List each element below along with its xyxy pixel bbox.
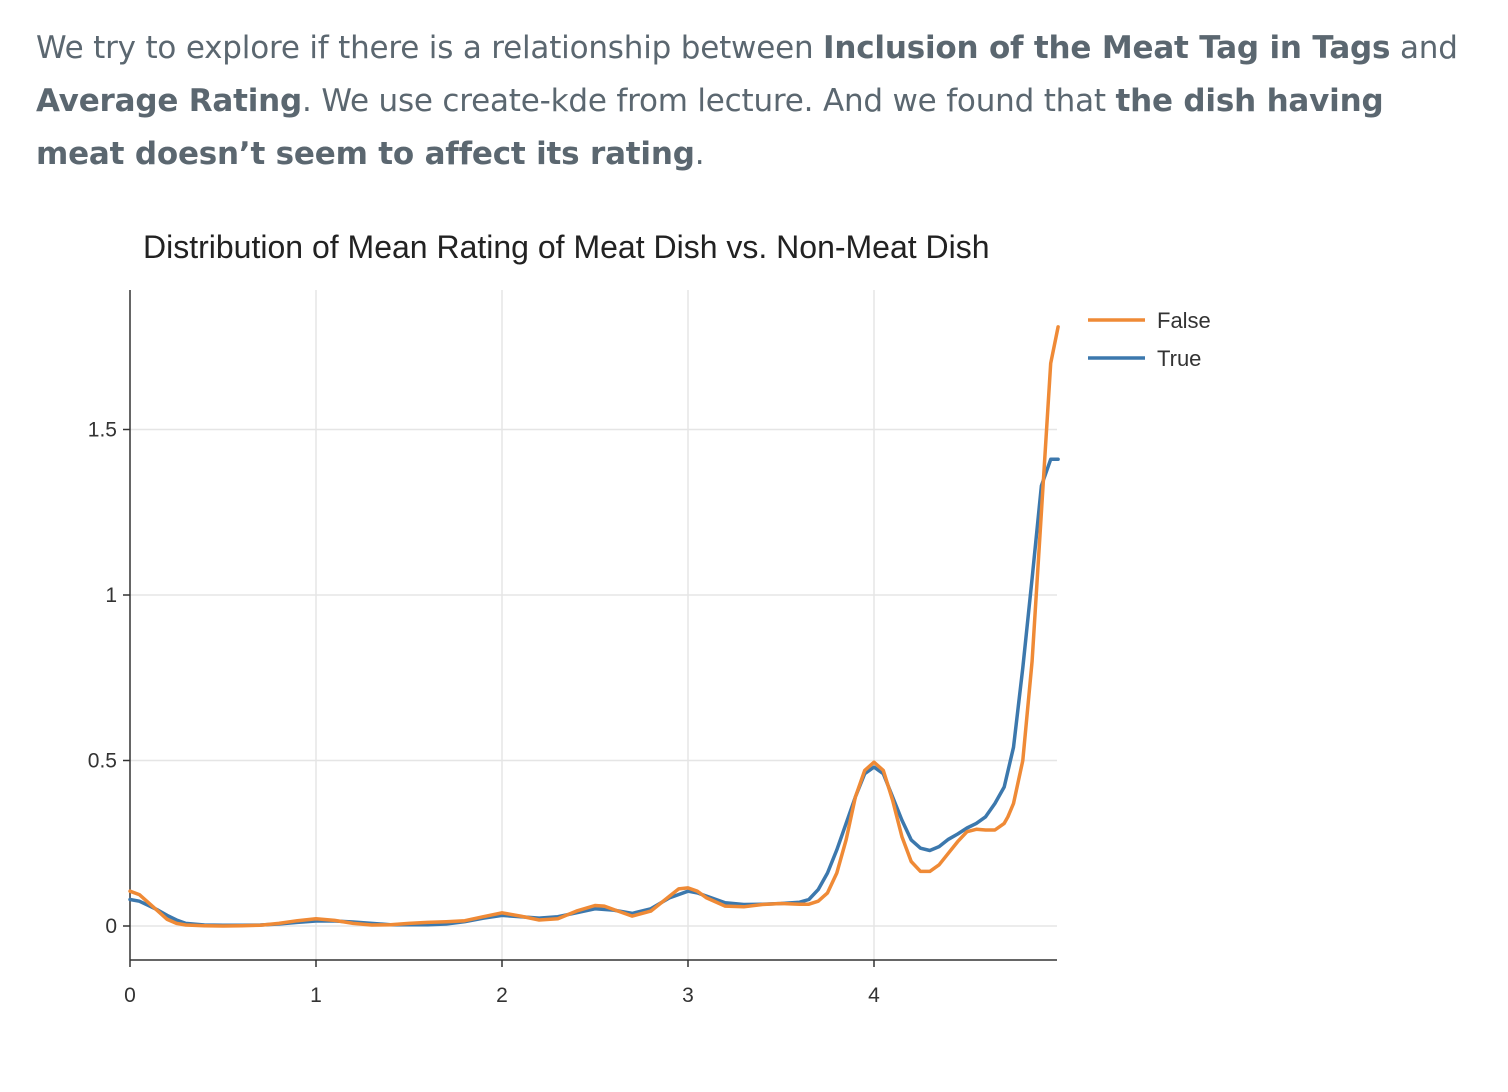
x-tick-label: 3 bbox=[682, 984, 694, 1007]
y-axis-ticks: 0 0.5 1 1.5 bbox=[88, 419, 130, 938]
intro-bold-meat-tag: Inclusion of the Meat Tag in Tags bbox=[823, 30, 1391, 66]
legend-label: False bbox=[1157, 308, 1211, 333]
intro-text-1: We try to explore if there is a relation… bbox=[36, 30, 824, 66]
x-tick-label: 0 bbox=[124, 984, 136, 1007]
x-axis-ticks: 0 1 2 3 4 bbox=[124, 960, 880, 1007]
x-tick-label: 1 bbox=[310, 984, 322, 1007]
legend-item-true[interactable]: True bbox=[1088, 346, 1201, 371]
intro-text-4: . bbox=[694, 136, 705, 172]
intro-text-2: and bbox=[1390, 30, 1458, 66]
series-line-false bbox=[128, 325, 1060, 928]
x-tick-label: 2 bbox=[496, 984, 508, 1007]
y-tick-label: 1 bbox=[105, 584, 117, 607]
axes bbox=[129, 290, 1057, 961]
series-line-true bbox=[128, 457, 1060, 928]
intro-bold-average-rating: Average Rating bbox=[36, 83, 303, 119]
y-tick-label: 0 bbox=[105, 915, 117, 938]
legend-label: True bbox=[1157, 346, 1201, 371]
intro-text-3: . We use create-kde from lecture. And we… bbox=[302, 83, 1116, 119]
x-tick-label: 4 bbox=[868, 984, 880, 1007]
y-tick-label: 1.5 bbox=[88, 419, 117, 442]
legend[interactable]: False True bbox=[1088, 308, 1211, 371]
intro-bold-conclusion: the dish having meat doesn’t seem to aff… bbox=[36, 83, 1384, 172]
chart-title: Distribution of Mean Rating of Meat Dish… bbox=[143, 229, 990, 265]
series-lines bbox=[128, 325, 1060, 928]
grid-lines bbox=[130, 290, 1057, 960]
intro-paragraph: We try to explore if there is a relation… bbox=[36, 22, 1476, 181]
legend-item-false[interactable]: False bbox=[1088, 308, 1211, 333]
y-tick-label: 0.5 bbox=[88, 750, 117, 773]
